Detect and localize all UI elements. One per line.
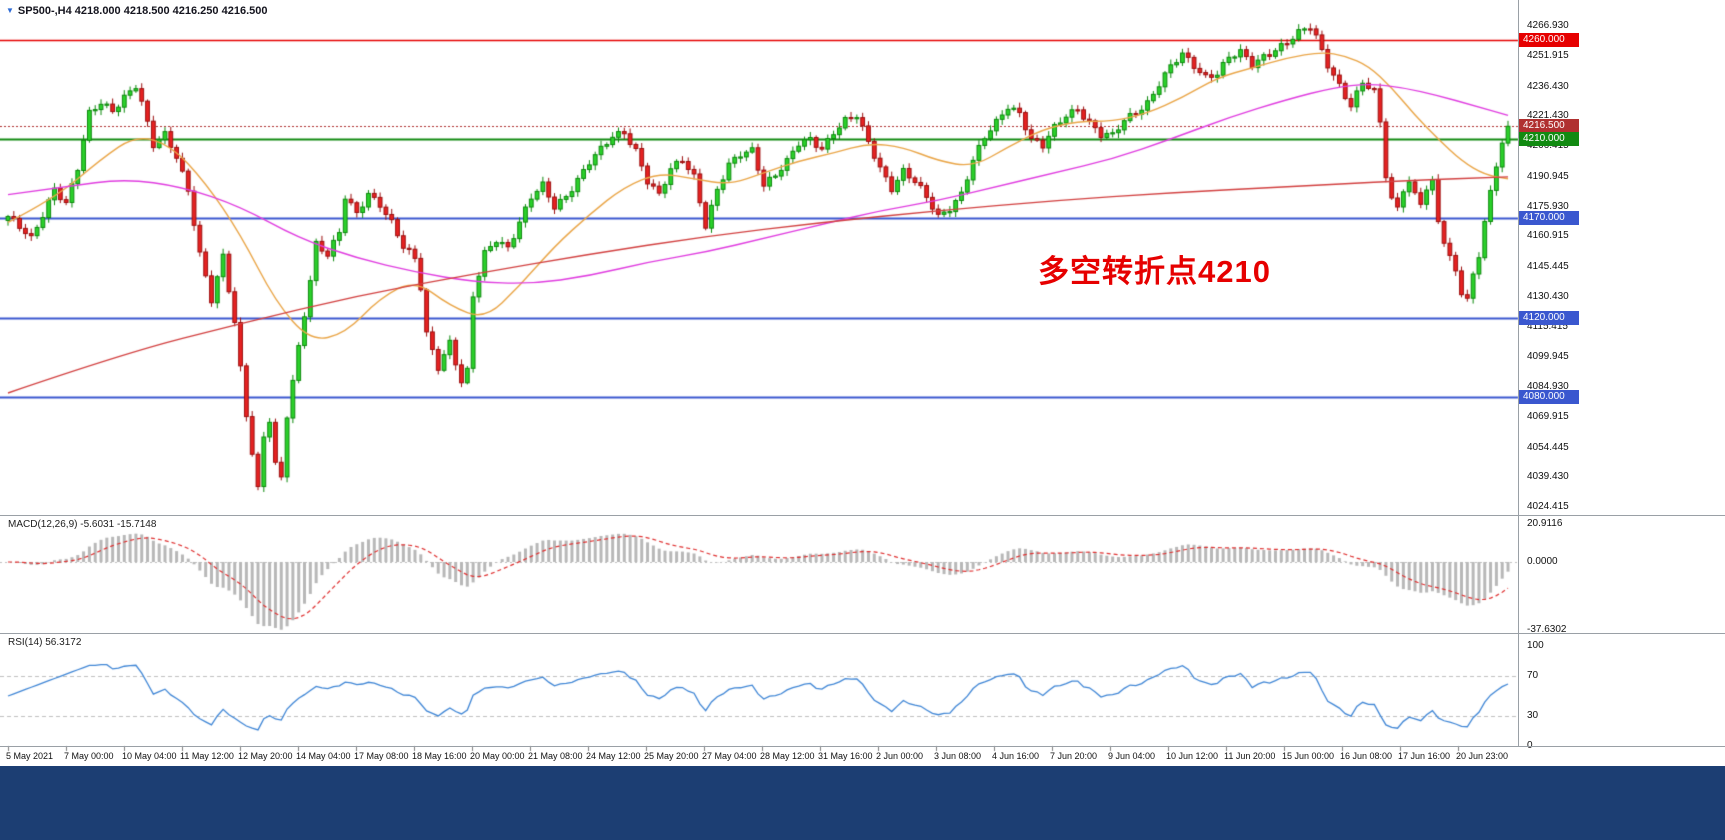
time-label: 12 May 20:00 [238, 751, 293, 761]
price-tick-label: 4145.445 [1527, 261, 1569, 273]
price-badge-4210000: 4210.000 [1519, 132, 1579, 147]
macd-label: MACD(12,26,9) -5.6031 -15.7148 [8, 519, 157, 530]
annotation-text: 多空转折点4210 [1038, 254, 1271, 289]
time-label: 7 May 00:00 [64, 751, 114, 761]
pane-divider-rsi[interactable] [0, 633, 1725, 634]
symbol-quote-text: SP500-,H4 4218.000 4218.500 4216.250 421… [17, 5, 268, 17]
time-label: 15 Jun 00:00 [1282, 751, 1335, 761]
time-label: 3 Jun 08:00 [934, 751, 982, 761]
time-label: 11 Jun 20:00 [1224, 751, 1276, 761]
rsi-tick-label: 100 [1527, 640, 1544, 651]
price-tick-label: 4069.915 [1527, 410, 1569, 422]
chart-canvas[interactable] [0, 0, 1725, 768]
time-axis[interactable]: 5 May 2021 7 May 00:00 10 May 04:00 11 May … [0, 747, 1725, 766]
time-label: 10 May 04:00 [122, 751, 177, 761]
time-label: 20 May 00:00 [470, 751, 525, 761]
price-tick-label: 4084.930 [1527, 381, 1569, 393]
price-tick-label: 4130.430 [1527, 290, 1569, 302]
time-label: 4 Jun 16:00 [992, 751, 1040, 761]
time-label: 7 Jun 20:00 [1050, 751, 1098, 761]
time-label: 31 May 16:00 [818, 751, 873, 761]
price-tick-label: 4190.945 [1527, 170, 1569, 182]
price-badge-4260000: 4260.000 [1519, 33, 1579, 47]
rsi-tick-label: 0 [1527, 740, 1533, 752]
price-badge-4080000: 4080.000 [1519, 389, 1579, 404]
macd-tick-label: 20.9116 [1527, 518, 1563, 530]
price-tick-label: 4236.430 [1527, 80, 1569, 92]
time-label: 5 May 2021 [6, 751, 54, 761]
time-label: 18 May 16:00 [412, 751, 467, 761]
price-tick-label: 4160.915 [1527, 230, 1569, 242]
time-label: 27 May 04:00 [702, 751, 757, 761]
rsi-tick-label: 30 [1527, 710, 1539, 721]
price-tick-label: 4039.430 [1527, 471, 1569, 483]
macd-tick-label: -37.6302 [1527, 623, 1567, 635]
time-label: 2 Jun 00:00 [876, 751, 924, 761]
footer-bar [0, 766, 1725, 840]
price-tick-label: 4024.415 [1527, 501, 1569, 513]
price-tick-label: 4175.930 [1527, 200, 1569, 212]
price-tick-label: 4099.945 [1527, 351, 1569, 363]
price-tick-label: 4221.430 [1527, 110, 1569, 122]
price-badge-4120000: 4120.000 [1519, 310, 1579, 325]
price-tick-label: 4054.445 [1527, 441, 1569, 453]
time-label: 17 Jun 16:00 [1398, 751, 1451, 761]
rsi-label: RSI(14) 56.3172 [8, 637, 82, 648]
time-label: 17 May 08:00 [354, 751, 409, 761]
time-label: 16 Jun 08:00 [1340, 751, 1393, 761]
price-axis[interactable]: 4266.9304251.9154236.4304221.4304206.415… [1519, 0, 1725, 751]
time-label: 20 Jun 23:00 [1456, 751, 1509, 761]
price-tick-label: 4251.915 [1527, 50, 1569, 62]
rsi-tick-label: 70 [1527, 670, 1539, 681]
time-label: 24 May 12:00 [586, 751, 641, 761]
time-label: 21 May 08:00 [528, 751, 583, 761]
price-axis-separator [1518, 0, 1519, 746]
price-badge-4170000: 4170.000 [1519, 211, 1579, 226]
time-label: 14 May 04:00 [296, 751, 351, 761]
time-label: 28 May 12:00 [760, 751, 815, 761]
price-tick-label: 4266.930 [1527, 20, 1569, 32]
time-axis-divider [0, 746, 1725, 747]
time-label: 9 Jun 04:00 [1108, 751, 1156, 761]
price-tick-label: 4115.415 [1527, 320, 1568, 332]
symbol-quote-line: ▼ SP500-,H4 4218.000 4218.500 4216.250 42… [6, 5, 267, 17]
price-badge-4216500: 4216.500 [1519, 119, 1579, 134]
time-label: 11 May 12:00 [180, 751, 234, 761]
time-label: 10 Jun 12:00 [1166, 751, 1219, 761]
time-label: 25 May 20:00 [644, 751, 699, 761]
symbol-marker-icon[interactable]: ▼ [6, 6, 14, 15]
pane-divider-macd[interactable] [0, 515, 1725, 516]
macd-tick-label: 0.0000 [1527, 556, 1558, 567]
